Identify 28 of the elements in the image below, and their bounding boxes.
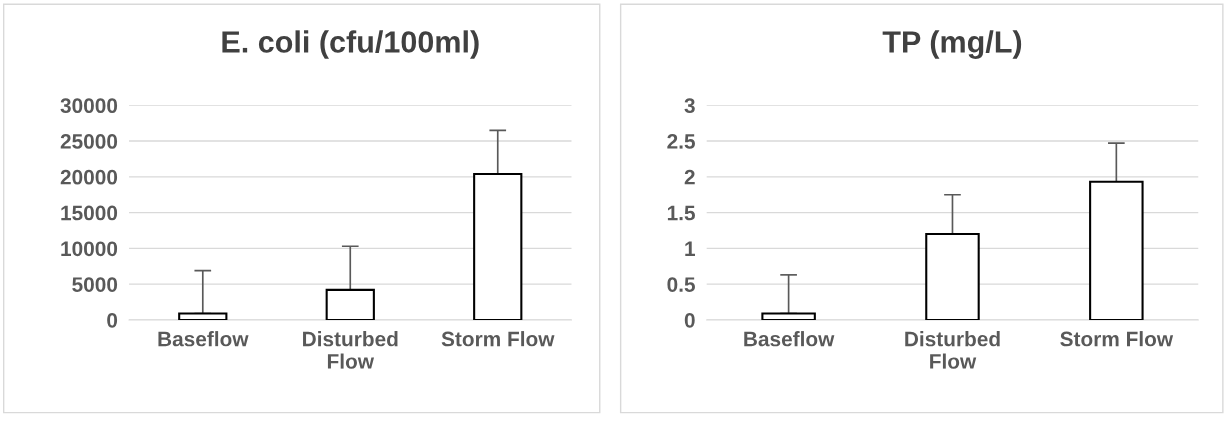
bar — [1089, 180, 1144, 320]
y-tick-label: 0 — [684, 312, 695, 328]
bar — [925, 233, 980, 320]
bar — [761, 312, 816, 320]
x-tick-label: Disturbed Flow — [905, 331, 1000, 369]
y-tick-label: 2.5 — [667, 134, 695, 149]
y-tick-label: 20000 — [60, 169, 118, 185]
y-tick-label: 1.5 — [667, 205, 695, 221]
bar — [473, 172, 523, 320]
y-tick-label: 30000 — [60, 98, 118, 114]
x-tick-label: Baseflow — [744, 331, 835, 347]
x-tick-label: Storm Flow — [441, 331, 555, 347]
y-tick-label: 0.5 — [667, 277, 695, 292]
y-tick-label: 25000 — [60, 134, 118, 149]
bar — [325, 288, 375, 320]
chart-title: TP (mg/L) — [882, 30, 1022, 59]
y-tick-label: 5000 — [72, 277, 118, 292]
x-tick-label: Baseflow — [158, 331, 249, 347]
y-tick-label: 0 — [107, 312, 118, 328]
y-tick-label: 3 — [684, 98, 695, 114]
y-tick-label: 10000 — [61, 241, 118, 257]
x-tick-label: Storm Flow — [1060, 331, 1174, 347]
bar — [178, 312, 228, 320]
chart-title: E. coli (cfu/100ml) — [222, 30, 479, 59]
x-tick-label: Disturbed Flow — [303, 331, 398, 369]
y-tick-label: 1 — [685, 241, 695, 256]
y-tick-label: 15000 — [61, 205, 118, 221]
y-tick-label: 2 — [684, 169, 695, 185]
